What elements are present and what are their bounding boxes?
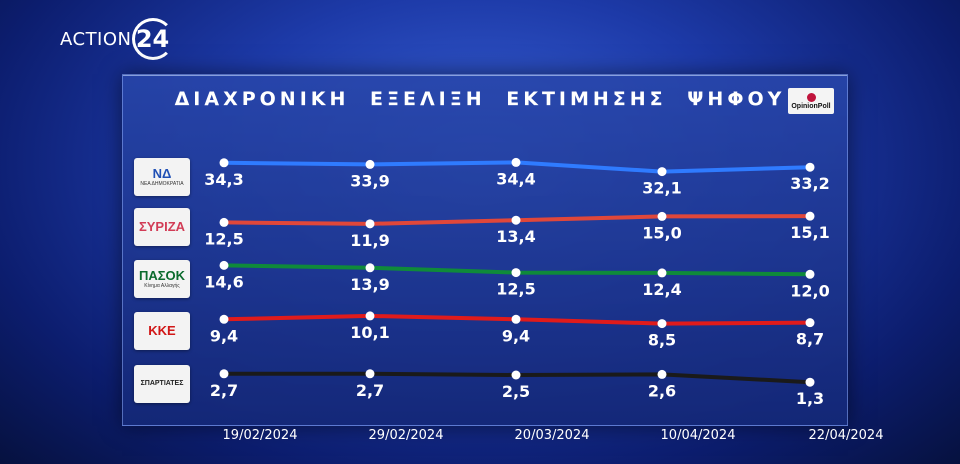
data-point <box>365 311 375 321</box>
party-logo-4: ΣΠΑΡΤΙΑΤΕΣ <box>134 365 190 403</box>
x-tick-label: 29/02/2024 <box>368 428 444 443</box>
data-label: 15,0 <box>642 223 681 242</box>
party-logo-2: ΠΑΣΟΚ Κίνημα Αλλαγής <box>134 260 190 298</box>
chart-panel <box>122 74 848 426</box>
party-logo-text: ΚΚΕ <box>148 323 176 338</box>
x-tick-label: 20/03/2024 <box>514 428 590 443</box>
party-logo-text: ΝΔ <box>152 166 172 181</box>
data-label: 32,1 <box>642 179 681 198</box>
data-point <box>511 157 521 167</box>
party-logo-0: ΝΔ ΝΕΑ ΔΗΜΟΚΡΑΤΙΑ <box>134 158 190 196</box>
data-label: 12,5 <box>496 280 535 299</box>
data-point <box>219 260 229 270</box>
data-point <box>219 158 229 168</box>
data-label: 8,7 <box>796 330 824 349</box>
data-label: 10,1 <box>350 323 389 342</box>
party-logo-subtext: Κίνημα Αλλαγής <box>144 283 180 289</box>
data-label: 8,5 <box>648 331 676 350</box>
data-label: 9,4 <box>210 326 238 345</box>
data-point <box>511 268 521 278</box>
data-label: 13,9 <box>350 275 389 294</box>
party-logo-text: ΣΠΑΡΤΙΑΤΕΣ <box>140 380 184 387</box>
x-tick-label: 10/04/2024 <box>660 428 736 443</box>
data-point <box>805 162 815 172</box>
brand-number: 24 <box>131 18 174 60</box>
data-point <box>365 369 375 379</box>
data-point <box>365 219 375 229</box>
chart-title: ΔΙΑΧΡΟΝΙΚΗ ΕΞΕΛΙΞΗ ΕΚΤΙΜΗΣΗΣ ΨΗΦΟΥ <box>174 88 786 110</box>
panel-top-edge <box>123 75 847 76</box>
data-point <box>219 314 229 324</box>
data-label: 11,9 <box>350 231 389 250</box>
x-tick-label: 22/04/2024 <box>808 428 884 443</box>
data-label: 1,3 <box>796 389 824 408</box>
data-point <box>365 263 375 273</box>
data-point <box>805 269 815 279</box>
data-label: 2,7 <box>210 381 238 400</box>
data-label: 15,1 <box>790 223 829 242</box>
party-logo-subtext: ΝΕΑ ΔΗΜΟΚΡΑΤΙΑ <box>140 181 184 187</box>
opinion-poll-logo: OpinionPoll <box>788 88 834 114</box>
data-point <box>805 318 815 328</box>
channel-brand: ACTION 24 <box>60 18 174 60</box>
data-label: 2,5 <box>502 382 530 401</box>
party-logo-1: ΣΥΡΙΖΑ <box>134 208 190 246</box>
data-label: 12,5 <box>204 229 243 248</box>
opinion-poll-logo-text: OpinionPoll <box>791 102 831 110</box>
data-point <box>805 377 815 387</box>
data-label: 9,4 <box>502 326 530 345</box>
data-label: 12,0 <box>790 281 829 300</box>
data-label: 33,2 <box>790 174 829 193</box>
data-label: 14,6 <box>204 272 243 291</box>
data-point <box>511 314 521 324</box>
data-label: 34,3 <box>204 170 243 189</box>
data-point <box>511 370 521 380</box>
data-point <box>657 211 667 221</box>
data-point <box>219 369 229 379</box>
data-point <box>219 217 229 227</box>
opinion-poll-dot-icon <box>806 92 816 102</box>
data-label: 33,9 <box>350 171 389 190</box>
data-point <box>657 319 667 329</box>
data-label: 13,4 <box>496 227 535 246</box>
party-logo-text: ΠΑΣΟΚ <box>138 268 186 283</box>
data-point <box>365 159 375 169</box>
data-label: 34,4 <box>496 169 535 188</box>
data-point <box>657 369 667 379</box>
data-point <box>805 211 815 221</box>
data-point <box>511 215 521 225</box>
brand-text: ACTION <box>60 28 132 50</box>
data-point <box>657 268 667 278</box>
data-label: 2,6 <box>648 381 676 400</box>
data-label: 12,4 <box>642 280 681 299</box>
data-label: 2,7 <box>356 381 384 400</box>
party-logo-3: ΚΚΕ <box>134 312 190 350</box>
party-logo-text: ΣΥΡΙΖΑ <box>138 219 186 234</box>
data-point <box>657 167 667 177</box>
x-tick-label: 19/02/2024 <box>222 428 298 443</box>
